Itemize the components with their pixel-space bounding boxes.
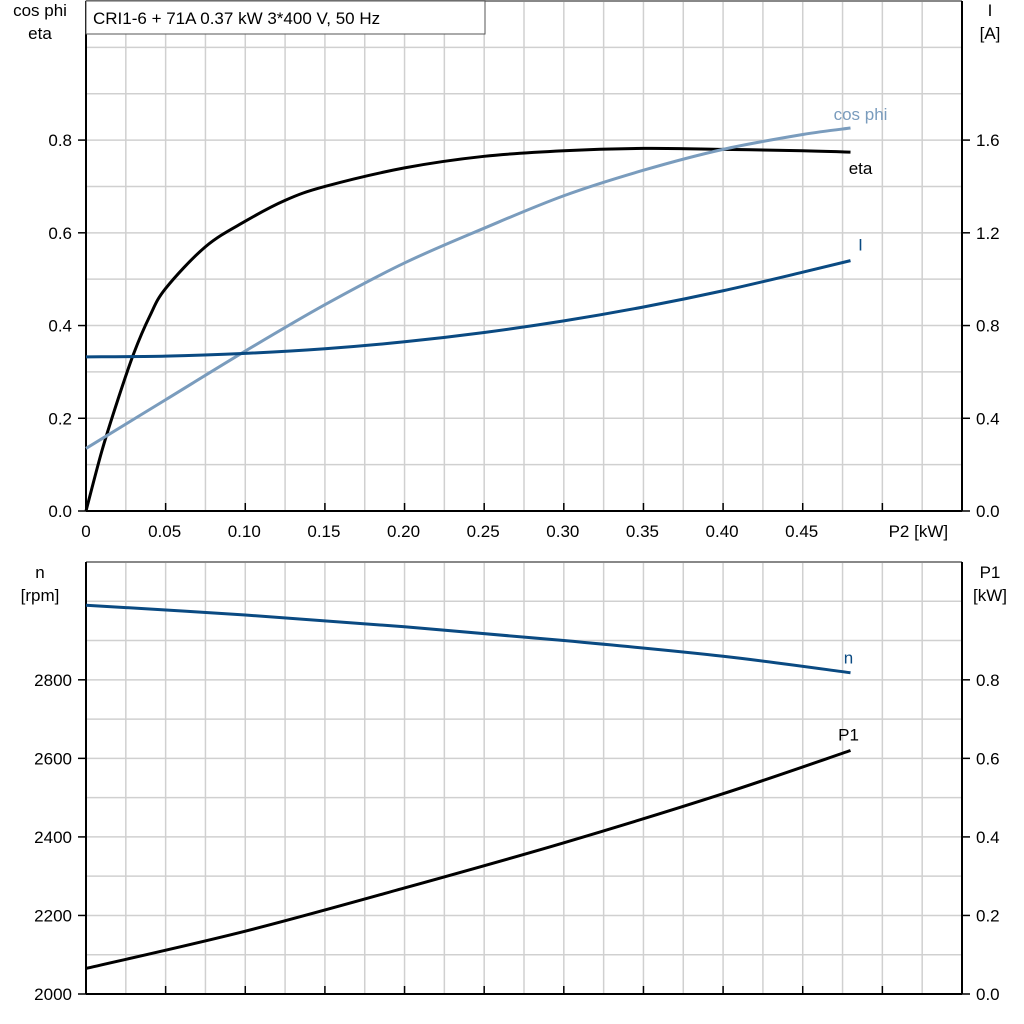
y-left-tick-label: 0.2: [48, 409, 72, 428]
x-tick-label: 0.30: [546, 522, 579, 541]
x-tick-label: 0: [81, 522, 90, 541]
x-tick-label: 0.10: [228, 522, 261, 541]
y-left-tick-label: 0.0: [48, 502, 72, 521]
panel-1: 2000 2200 2400 2600 2800 0.0 0.2 0.4 0.6 0.8 n [rpm…: [21, 561, 1007, 1004]
x-tick-label: 0.40: [706, 522, 739, 541]
x-tick-label: 0.45: [785, 522, 818, 541]
y-right-axis-label: [kW]: [973, 586, 1007, 605]
series-label: P1: [838, 726, 859, 745]
series-line-P1: [85, 749, 851, 970]
y-right-tick-label: 1.2: [976, 224, 1000, 243]
y-right-axis-label: [A]: [980, 24, 1001, 43]
title-box: [85, 0, 486, 35]
y-right-tick-label: 0.4: [976, 828, 1000, 847]
y-left-tick-label: 2200: [34, 906, 72, 925]
y-right-tick-label: 1.6: [976, 131, 1000, 150]
y-right-tick-label: 0.8: [976, 671, 1000, 690]
y-left-tick-label: 2400: [34, 828, 72, 847]
y-right-tick-label: 0.6: [976, 749, 1000, 768]
y-right-tick-label: 0.0: [976, 502, 1000, 521]
y-left-axis-label: cos phi: [13, 1, 67, 20]
y-right-axis-label: I: [988, 1, 993, 20]
x-tick-label: 0.20: [387, 522, 420, 541]
panel-0: 0 0.05 0.10 0.15 0.20 0.25 0.30 0.35 0.40 0.45 P2 …: [13, 0, 1001, 541]
x-tick-label: 0.35: [626, 522, 659, 541]
x-tick-label: 0.05: [148, 522, 181, 541]
y-right-tick-label: 0.2: [976, 906, 1000, 925]
y-left-tick-label: 0.8: [48, 131, 72, 150]
series-label: n: [844, 649, 853, 668]
y-left-tick-label: 2000: [34, 985, 72, 1004]
y-right-axis-label: P1: [980, 563, 1001, 582]
x-tick-label: 0.15: [307, 522, 340, 541]
series-label: I: [858, 236, 863, 255]
y-right-tick-label: 0.4: [976, 409, 1000, 428]
series-line-eta: [84, 146, 851, 512]
series-line-I: [85, 259, 851, 359]
y-left-axis-label: eta: [28, 24, 52, 43]
y-left-axis-label: n: [35, 563, 44, 582]
x-axis-label: P2 [kW]: [889, 522, 949, 541]
y-right-tick-label: 0.8: [976, 317, 1000, 336]
series-label: eta: [849, 159, 873, 178]
series-line-n: [85, 603, 851, 675]
series-label: cos phi: [834, 105, 888, 124]
y-left-tick-label: 0.4: [48, 317, 72, 336]
y-left-tick-label: 0.6: [48, 224, 72, 243]
x-tick-label: 0.25: [467, 522, 500, 541]
series-line-cos-phi: [85, 126, 851, 450]
y-left-axis-label: [rpm]: [21, 586, 60, 605]
y-left-tick-label: 2600: [34, 749, 72, 768]
chart-title: CRI1-6 + 71A 0.37 kW 3*400 V, 50 Hz: [93, 9, 380, 28]
y-right-tick-label: 0.0: [976, 985, 1000, 1004]
y-left-tick-label: 2800: [34, 671, 72, 690]
